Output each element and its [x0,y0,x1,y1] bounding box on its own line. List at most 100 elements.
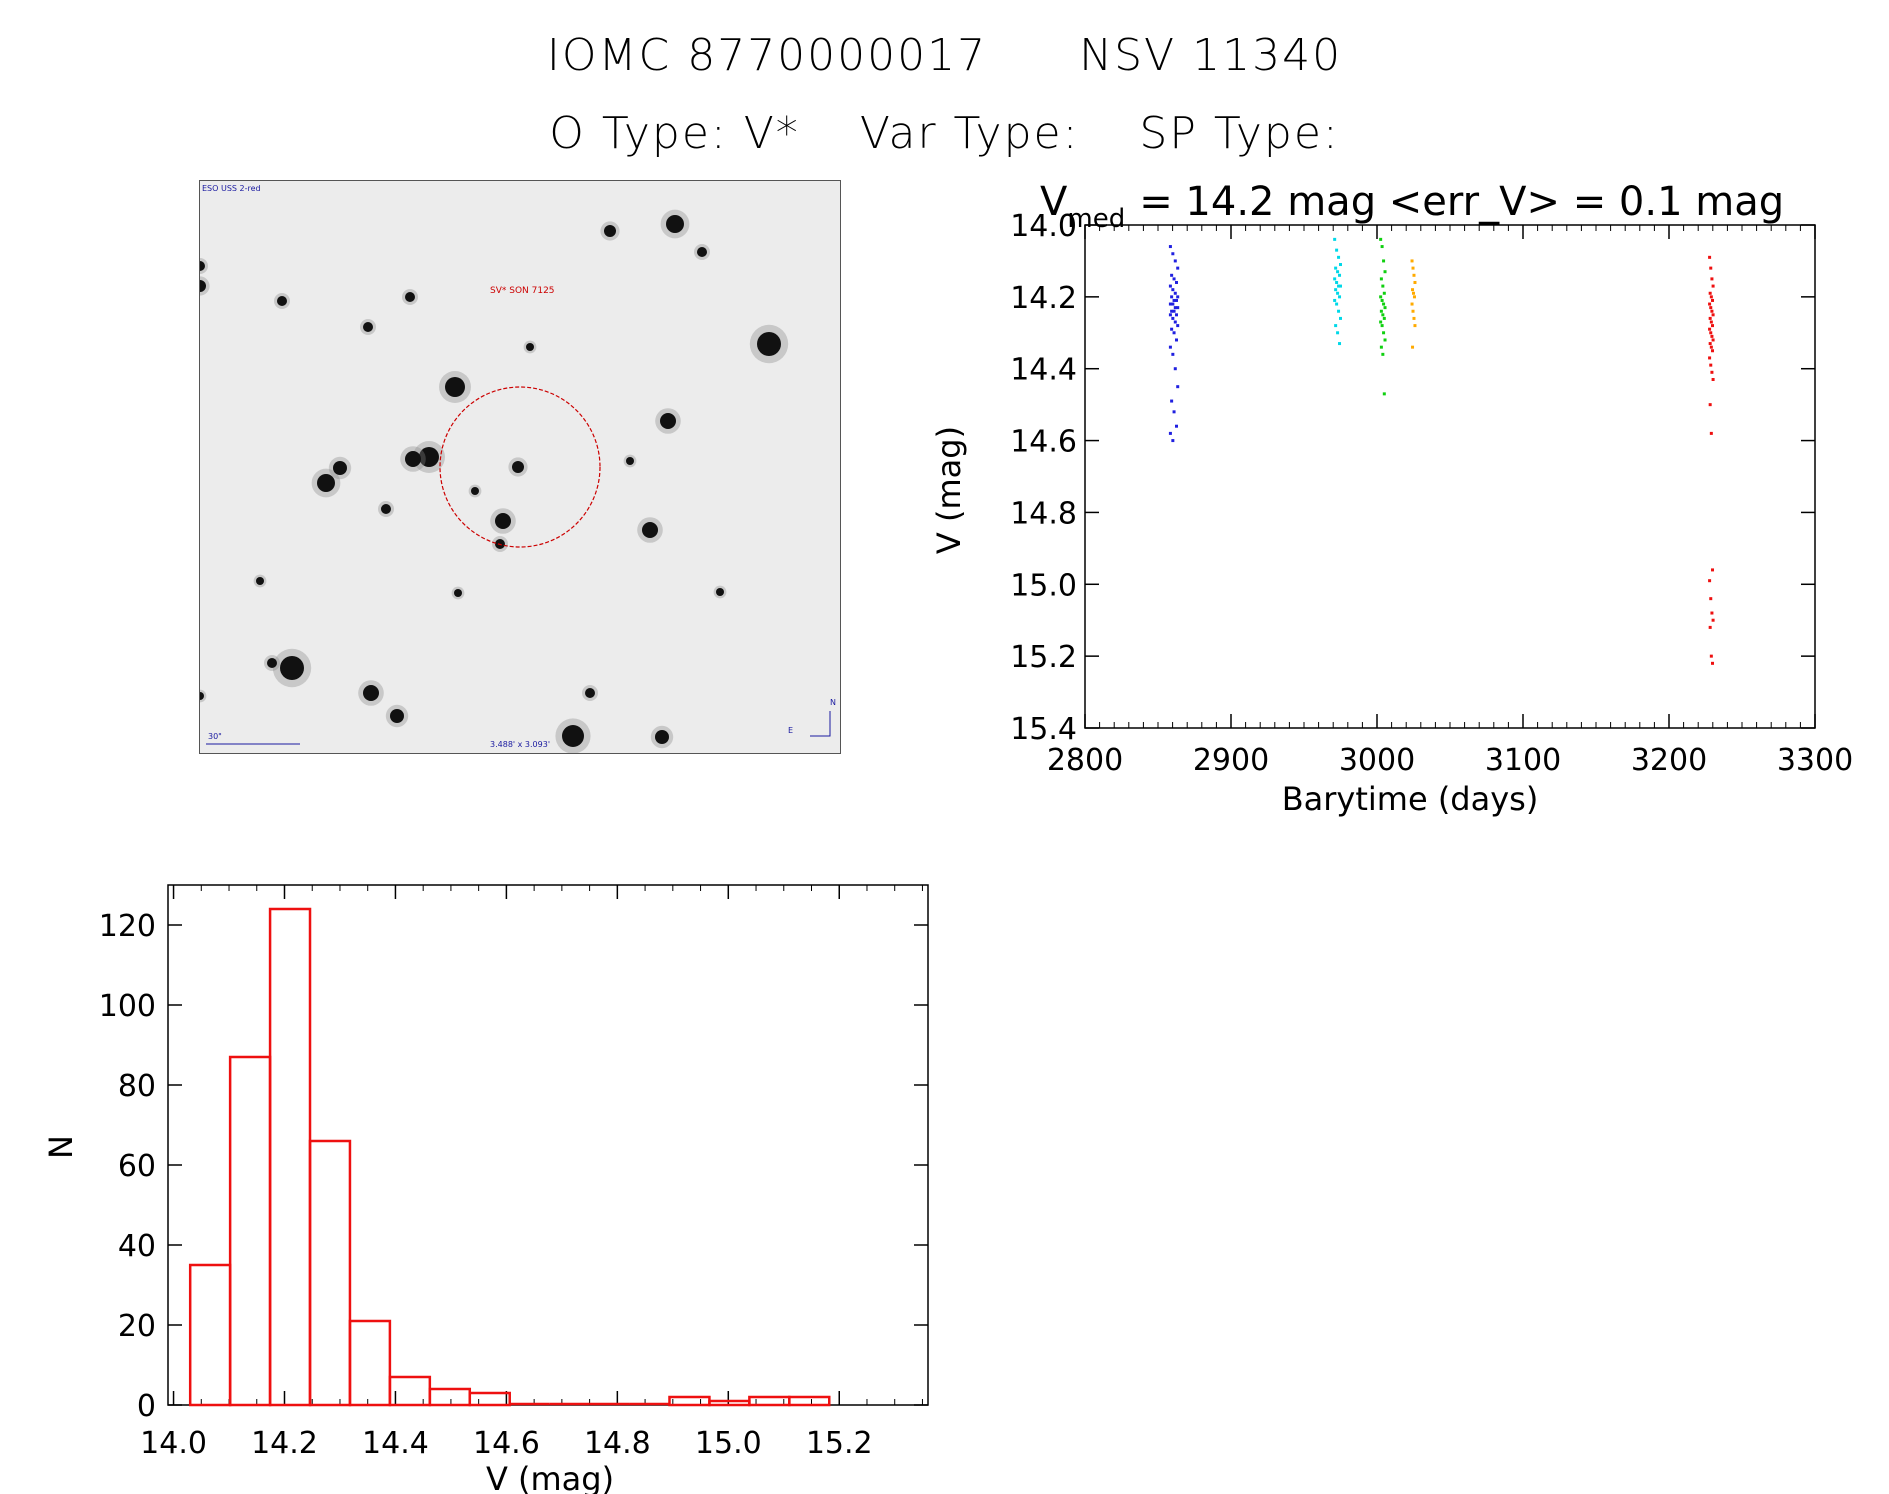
data-point [1339,316,1342,320]
x-tick-label: 14.8 [584,1426,651,1461]
star [526,343,534,351]
y-tick-label: 14.4 [1010,353,1077,388]
x-tick-label: 3100 [1485,743,1561,778]
data-point [1382,331,1386,335]
y-tick-label: 20 [118,1309,156,1344]
star [445,377,465,397]
data-point [1413,324,1417,328]
spectral-type: SP Type: [1139,108,1340,159]
histogram-bar [468,1391,511,1407]
star [604,225,616,237]
compass-east: E [788,726,793,735]
data-point [1379,309,1383,313]
data-point [1333,298,1337,302]
star [317,474,335,492]
star [512,461,524,473]
data-point [1380,245,1384,249]
histogram-bar [708,1399,751,1407]
data-point [1336,291,1340,295]
star [660,413,676,429]
data-point [1173,320,1177,324]
data-point [1710,370,1714,374]
finder-image: ESO USS 2-red SV* SON 7125 30" 3.488' x … [200,184,836,753]
data-point [1174,424,1178,428]
star [642,522,658,538]
light-curve-ylabel: V (mag) [930,426,968,554]
data-point [1709,320,1713,324]
star [655,730,669,744]
catalog-id: IOMC 8770000017 [546,30,988,81]
data-point [1339,284,1342,288]
data-point [1708,579,1712,583]
data-point [1380,324,1384,328]
y-tick-label: 15.4 [1010,712,1077,747]
data-point [1171,439,1175,443]
data-point [1170,295,1174,299]
light-curve-xlabel: Barytime (days) [1282,780,1539,818]
light-curve-chart: Vmed = 14.2 mag <err_V> = 0.1 mag 2800 290… [930,179,1853,818]
y-tick-label: 14.0 [1010,209,1077,244]
data-point [1710,334,1714,338]
finder-chart: ESO USS 2-red SV* SON 7125 30" 3.488' x … [199,180,841,754]
data-point [1173,367,1177,371]
star [363,322,373,332]
data-point [1335,302,1339,306]
data-point [1708,403,1712,407]
data-point [1708,625,1712,629]
data-point [1173,259,1177,263]
histogram-bar [188,1263,232,1407]
star [200,280,206,292]
data-point [1411,288,1415,292]
y-tick-label: 15.0 [1010,568,1077,603]
data-point [1168,431,1172,435]
data-point [1381,352,1385,356]
x-tick-label: 2800 [1047,743,1123,778]
title-v: V [1040,179,1068,225]
y-tick-label: 80 [118,1069,156,1104]
histogram-bar [268,907,312,1407]
star [405,451,421,467]
y-tick-label: 100 [99,989,156,1024]
data-point [1382,259,1386,263]
data-point [1710,611,1714,615]
data-point [1173,306,1177,310]
star [267,658,277,668]
data-point [1334,288,1338,292]
data-point [1711,568,1715,572]
data-point [1176,266,1180,270]
data-point [1709,654,1713,658]
star [277,296,287,306]
data-point [1711,349,1715,353]
data-point [1381,284,1385,288]
data-point [1172,331,1176,335]
data-point [1338,342,1342,346]
data-point [1708,302,1712,306]
data-point [1334,266,1338,270]
star [333,461,347,475]
compass-north: N [830,698,836,707]
light-curve-frame [1084,224,1816,729]
data-point [1337,309,1341,313]
data-point [1412,273,1416,277]
data-point [1334,324,1338,328]
data-point [1410,302,1414,306]
data-point [1335,248,1339,252]
data-point [1710,309,1714,313]
data-point [1410,259,1414,263]
data-point [1708,255,1712,259]
histogram-bar [428,1387,472,1407]
scale-label: 30" [208,732,222,741]
data-point [1711,284,1715,288]
data-point [1383,306,1387,310]
star [363,685,379,701]
star [390,709,404,723]
data-point [1337,284,1341,288]
data-point [1171,352,1175,356]
data-point [1176,385,1180,389]
data-point [1174,313,1178,317]
data-point [1382,302,1386,306]
object-type: O Type: V* [549,108,800,159]
title-subscript: med [1067,204,1125,234]
data-point [1172,277,1176,281]
data-point [1172,298,1176,302]
